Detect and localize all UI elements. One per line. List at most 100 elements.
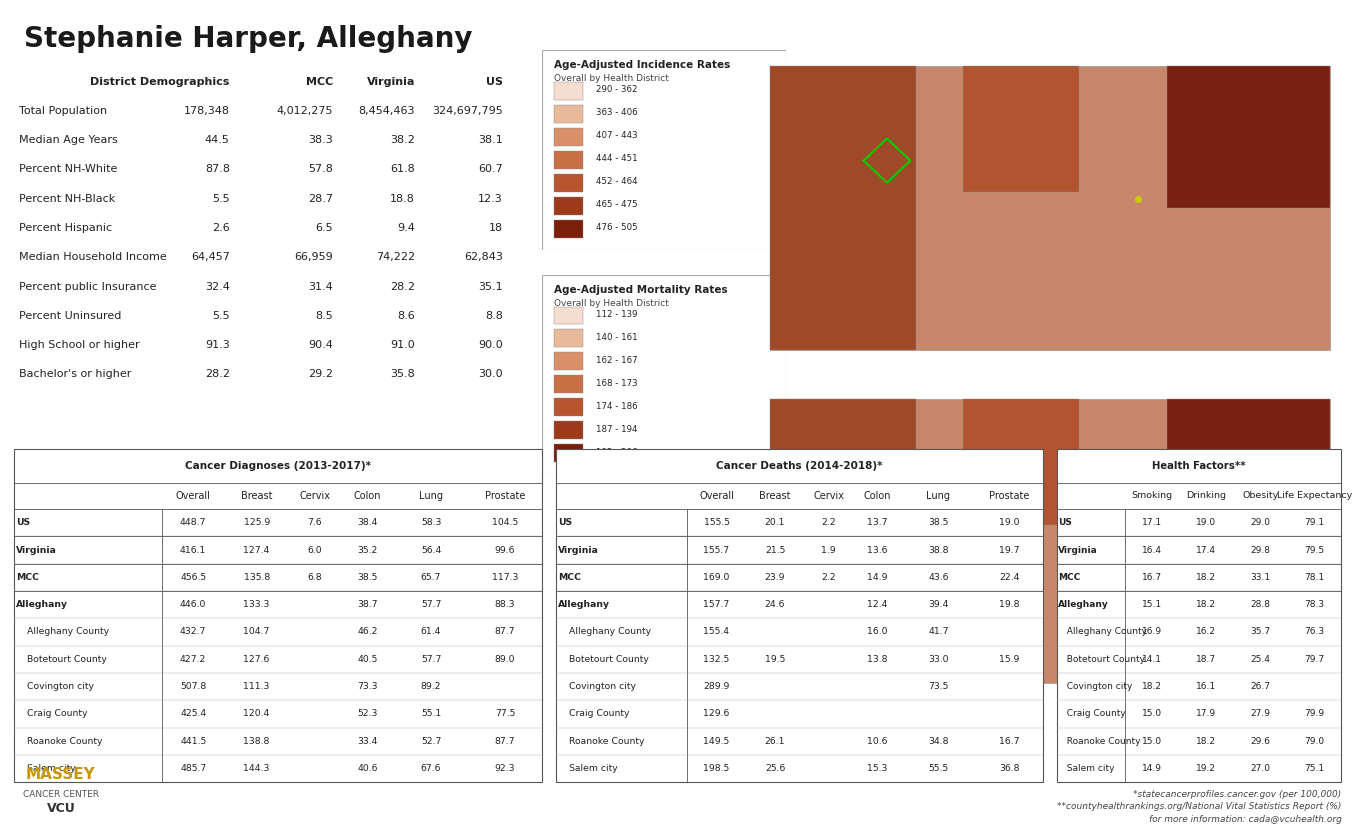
Text: 15.3: 15.3 [867,764,888,773]
Text: Roanoke County: Roanoke County [562,736,645,745]
FancyBboxPatch shape [542,275,786,474]
Bar [554,444,584,463]
Text: US: US [1058,518,1072,527]
Text: 19.0: 19.0 [999,518,1019,527]
Text: 195 - 206: 195 - 206 [596,448,637,457]
Text: 465 - 475: 465 - 475 [596,201,637,209]
Text: Percent Uninsured: Percent Uninsured [19,311,121,321]
Text: 29.6: 29.6 [1251,736,1271,745]
FancyBboxPatch shape [771,66,1329,350]
Text: 38.4: 38.4 [358,518,378,527]
Text: Life Expectancy: Life Expectancy [1276,492,1352,500]
Text: US: US [16,518,30,527]
Text: 8.8: 8.8 [485,311,503,321]
Text: MCC: MCC [16,573,39,582]
Text: 127.6: 127.6 [244,655,270,664]
Text: 41.7: 41.7 [928,627,948,636]
Text: 12.4: 12.4 [867,600,888,609]
Text: Salem city: Salem city [1061,764,1115,773]
Text: 28.7: 28.7 [308,194,333,204]
Text: Stephanie Harper, Alleghany: Stephanie Harper, Alleghany [24,25,473,53]
Text: 38.5: 38.5 [358,573,378,582]
Text: 89.2: 89.2 [421,682,442,691]
Text: Overall: Overall [699,491,734,501]
Text: 15.9: 15.9 [999,655,1019,664]
Text: 19.8: 19.8 [999,600,1019,609]
Text: 38.5: 38.5 [928,518,948,527]
Text: 17.9: 17.9 [1196,710,1217,718]
Text: 15.1: 15.1 [1142,600,1163,609]
Text: 427.2: 427.2 [180,655,206,664]
Text: 452 - 464: 452 - 464 [596,177,637,186]
Text: 40.6: 40.6 [358,764,378,773]
Text: 155.5: 155.5 [703,518,729,527]
Text: 79.5: 79.5 [1305,546,1324,555]
Text: 52.7: 52.7 [421,736,442,745]
FancyBboxPatch shape [771,399,916,683]
Bar [554,399,584,416]
FancyBboxPatch shape [1057,449,1341,782]
Text: 20.1: 20.1 [764,518,786,527]
Text: Overall: Overall [176,491,210,501]
Text: 485.7: 485.7 [180,764,206,773]
Bar [554,128,584,146]
Text: Percent Hispanic: Percent Hispanic [19,223,112,233]
Bar [554,306,584,324]
Text: 324,697,795: 324,697,795 [432,106,503,116]
Text: Drinking: Drinking [1186,492,1226,500]
Text: 28.8: 28.8 [1251,600,1271,609]
Text: 19.7: 19.7 [999,546,1019,555]
Text: 39.4: 39.4 [928,600,948,609]
Text: 6.5: 6.5 [316,223,333,233]
Text: 61.4: 61.4 [421,627,442,636]
Text: for more information: cada@vcuhealth.org: for more information: cada@vcuhealth.org [1149,815,1341,824]
Text: Lung: Lung [927,491,950,501]
Text: 432.7: 432.7 [180,627,206,636]
Text: Roanoke County: Roanoke County [22,736,103,745]
Text: 58.3: 58.3 [421,518,442,527]
Text: 25.4: 25.4 [1251,655,1270,664]
Text: 162 - 167: 162 - 167 [596,356,637,365]
Text: 18.2: 18.2 [1142,682,1163,691]
Text: 425.4: 425.4 [180,710,206,718]
Text: Virginia: Virginia [16,546,57,555]
Text: 6.0: 6.0 [308,546,322,555]
Text: 8.5: 8.5 [316,311,333,321]
Text: Lung: Lung [419,491,443,501]
Text: Alleghany County: Alleghany County [22,627,110,636]
Text: 26.1: 26.1 [764,736,786,745]
Text: 52.3: 52.3 [358,710,378,718]
Bar [554,151,584,169]
Text: 36.8: 36.8 [999,764,1019,773]
Text: 74,222: 74,222 [377,252,415,262]
FancyBboxPatch shape [556,449,1043,782]
Text: Breast: Breast [759,491,791,501]
Text: 29.2: 29.2 [308,369,333,379]
Bar [554,196,584,215]
Text: 15.0: 15.0 [1142,710,1163,718]
Text: Age-Adjusted Mortality Rates: Age-Adjusted Mortality Rates [554,285,728,295]
Text: 104.5: 104.5 [492,518,518,527]
Text: 35.7: 35.7 [1251,627,1271,636]
Text: 78.3: 78.3 [1305,600,1324,609]
Text: 18.7: 18.7 [1196,655,1217,664]
Text: 33.0: 33.0 [928,655,948,664]
Text: 38.2: 38.2 [390,135,415,145]
Text: 14.9: 14.9 [1142,764,1163,773]
Text: 76.3: 76.3 [1305,627,1324,636]
Text: US: US [558,518,572,527]
Text: 27.0: 27.0 [1251,764,1271,773]
Text: 1.9: 1.9 [821,546,836,555]
Text: Prostate: Prostate [485,491,526,501]
Text: 290 - 362: 290 - 362 [596,86,637,94]
Text: Cancer Deaths (2014-2018)*: Cancer Deaths (2014-2018)* [717,461,882,471]
Text: VCU: VCU [46,802,76,815]
Text: 13.6: 13.6 [867,546,888,555]
Text: CANCER CENTER: CANCER CENTER [23,790,99,799]
Text: High School or higher: High School or higher [19,340,140,350]
Text: 35.8: 35.8 [390,369,415,379]
Text: 66,959: 66,959 [294,252,333,262]
Bar [554,329,584,348]
Text: Prostate: Prostate [989,491,1030,501]
Text: Median Age Years: Median Age Years [19,135,118,145]
